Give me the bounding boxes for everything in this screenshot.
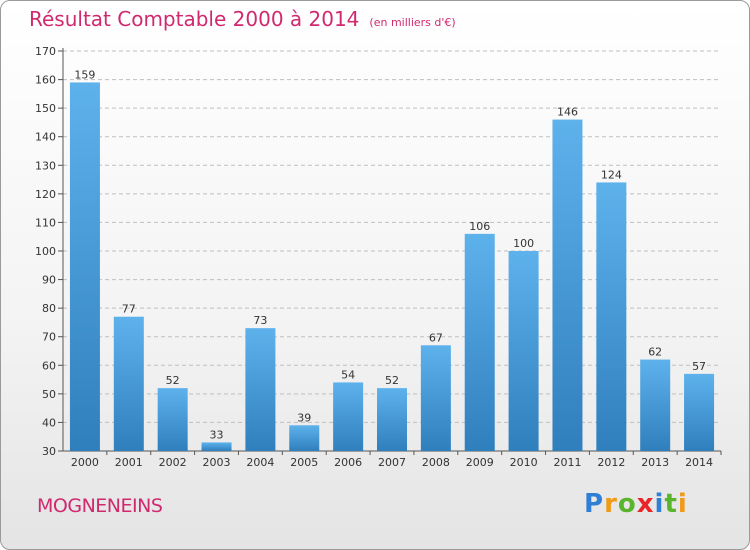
data-label: 67	[429, 331, 443, 344]
logo-letter: o	[617, 489, 637, 519]
axes: 30 40 50 60 70 80 90 100 110 120 130 140 150 160 170 20…	[35, 45, 722, 469]
bar	[113, 316, 144, 451]
y-tick-label: 150	[35, 102, 56, 115]
y-tick-label: 110	[35, 216, 56, 229]
logo-letter: x	[636, 489, 655, 519]
data-label: 77	[122, 303, 136, 316]
bar	[552, 119, 583, 452]
data-label: 73	[253, 314, 267, 327]
x-tick-label: 2012	[597, 456, 625, 469]
x-tick-label: 2001	[115, 456, 143, 469]
y-tick-label: 70	[42, 331, 56, 344]
bar	[464, 233, 495, 451]
bar	[245, 328, 276, 451]
data-label: 39	[297, 411, 311, 424]
bar	[289, 425, 320, 451]
data-label: 54	[341, 368, 355, 381]
x-tick-label: 2005	[290, 456, 318, 469]
data-label: 146	[557, 106, 578, 119]
logo-letter: r	[604, 489, 618, 519]
data-label: 100	[513, 237, 534, 250]
y-tick-label: 120	[35, 188, 56, 201]
data-label: 52	[385, 374, 399, 387]
y-tick-label: 60	[42, 359, 56, 372]
logo-letter: P	[584, 489, 605, 519]
bar	[201, 442, 232, 451]
data-label: 159	[74, 68, 95, 81]
x-tick-label: 2006	[334, 456, 362, 469]
x-tick-label: 2007	[378, 456, 406, 469]
bar	[508, 251, 539, 451]
y-tick-label: 160	[35, 74, 56, 87]
chart-unit: (en milliers d'€)	[369, 16, 456, 29]
y-tick-label: 130	[35, 159, 56, 172]
x-tick-label: 2008	[422, 456, 450, 469]
data-label: 62	[648, 346, 662, 359]
x-tick-label: 2010	[510, 456, 538, 469]
bar	[420, 345, 451, 451]
bar	[684, 373, 715, 451]
x-tick-label: 2013	[641, 456, 669, 469]
y-tick-label: 30	[42, 445, 56, 458]
logo-letter: i	[677, 489, 688, 519]
data-label: 52	[166, 374, 180, 387]
data-label: 57	[692, 360, 706, 373]
x-tick-label: 2009	[466, 456, 494, 469]
x-tick-label: 2000	[71, 456, 99, 469]
bar	[333, 382, 364, 451]
bars	[69, 82, 715, 452]
y-tick-label: 100	[35, 245, 56, 258]
bar	[640, 359, 671, 451]
logo-letter: i	[654, 489, 665, 519]
data-label: 124	[601, 168, 622, 181]
data-label: 33	[210, 428, 224, 441]
chart-title-text: Résultat Comptable 2000 à 2014	[29, 7, 360, 31]
y-tick-label: 90	[42, 274, 56, 287]
chart-title: Résultat Comptable 2000 à 2014 (en millie…	[29, 7, 456, 31]
bar	[69, 82, 100, 451]
x-tick-label: 2003	[203, 456, 231, 469]
y-tick-label: 170	[35, 45, 56, 58]
y-tick-label: 140	[35, 131, 56, 144]
data-labels: 159 77 52 33 73 39 54 52 67 106 100 146 124 62 57	[74, 68, 706, 441]
bar	[596, 182, 627, 451]
x-tick-label: 2004	[246, 456, 274, 469]
bar	[377, 388, 407, 451]
y-tick-label: 50	[42, 388, 56, 401]
data-label: 106	[469, 220, 490, 233]
proxiti-logo[interactable]: Proxiti	[584, 489, 688, 519]
x-tick-label: 2011	[553, 456, 581, 469]
x-tick-label: 2002	[159, 456, 187, 469]
bar	[157, 388, 188, 451]
commune-name: MOGNENEINS	[37, 495, 163, 517]
x-tick-label: 2014	[685, 456, 713, 469]
y-tick-label: 40	[42, 416, 56, 429]
y-tick-label: 80	[42, 302, 56, 315]
logo-letter: t	[664, 489, 678, 519]
